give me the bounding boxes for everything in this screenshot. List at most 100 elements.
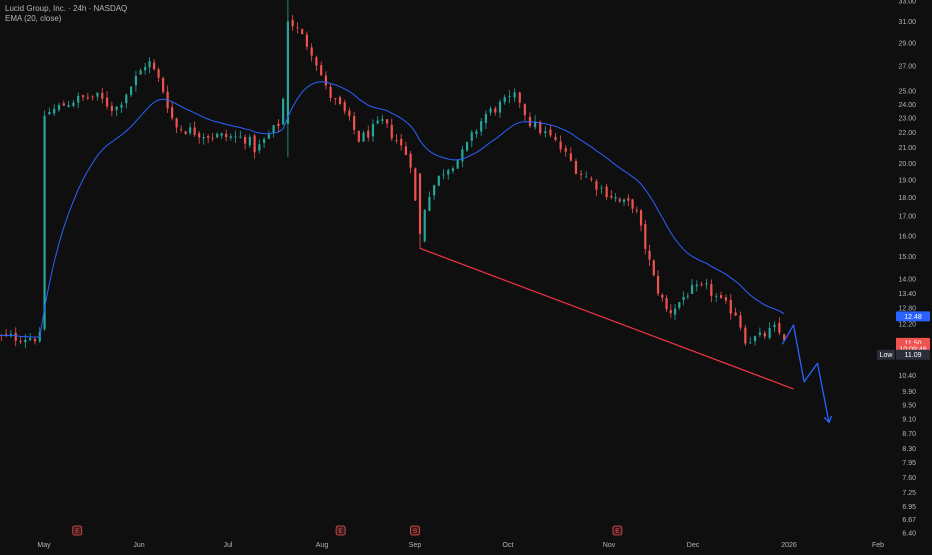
candle-body [157, 69, 160, 78]
candle-body [590, 178, 593, 180]
event-marker-letter: S [413, 528, 418, 535]
candle-body [418, 173, 422, 234]
candle-body [338, 97, 342, 104]
candle-body [715, 295, 718, 297]
price-tick-label: 7.60 [902, 475, 916, 482]
candle [390, 118, 393, 142]
candle-body [523, 104, 526, 116]
candle [277, 119, 280, 133]
candle-body [267, 134, 270, 139]
candle-body [451, 168, 455, 172]
ema-price-label: 12.48 [896, 311, 930, 322]
candle-body [19, 340, 22, 342]
candle [282, 97, 285, 126]
candle [451, 166, 455, 174]
candle [207, 134, 210, 144]
candle-body [390, 124, 393, 139]
candle [605, 183, 608, 200]
candle-body [193, 127, 196, 135]
candle-body [381, 119, 384, 122]
candle-body [513, 92, 516, 98]
price-tick-label: 24.00 [898, 102, 916, 109]
candle [381, 114, 384, 125]
candle [286, 0, 289, 158]
candle-body [148, 61, 151, 68]
candle-body [248, 137, 251, 146]
candle [357, 130, 360, 143]
candle-body [652, 260, 655, 276]
candle-body [682, 297, 685, 301]
price-tick-label: 16.00 [898, 233, 916, 240]
candle [115, 106, 118, 117]
candle-body [277, 123, 280, 126]
candle [338, 95, 342, 106]
candle-body [461, 149, 464, 162]
candle-body [24, 339, 27, 343]
candle [43, 110, 46, 332]
candle-body [724, 297, 728, 301]
candle-body [400, 138, 403, 146]
ema-line [0, 81, 785, 338]
candle [682, 291, 685, 306]
candle-body [518, 92, 521, 103]
candle [376, 116, 379, 125]
candle [442, 169, 445, 180]
candle-body [442, 174, 445, 176]
candle-body [357, 130, 360, 142]
event-marker-letter: E [615, 528, 620, 535]
price-tick-label: 15.00 [898, 254, 916, 261]
price-tick-label: 27.00 [898, 64, 916, 71]
candle [635, 206, 638, 214]
time-tick-label: May [37, 542, 51, 549]
candle-body [758, 332, 762, 336]
candle [19, 336, 22, 345]
candle [508, 90, 511, 104]
candle [503, 94, 506, 105]
candle-body [282, 98, 285, 125]
candle [470, 130, 473, 148]
event-marker: S [410, 525, 420, 536]
candle-body [695, 284, 698, 287]
candle-body [243, 137, 247, 144]
candle [105, 91, 109, 110]
candle [719, 291, 723, 299]
candle-body [110, 106, 113, 111]
candle [734, 307, 737, 317]
low-tag-text: Low [880, 352, 894, 359]
candle-body [544, 131, 547, 134]
candle [144, 62, 147, 75]
candle [324, 71, 327, 90]
candle [385, 119, 389, 128]
candle-body [162, 78, 165, 92]
candle-body [622, 199, 626, 203]
candle [248, 134, 251, 148]
candle-body [480, 121, 483, 132]
candle [678, 301, 681, 310]
candle-body [129, 86, 133, 96]
ema-price-label-bg [896, 311, 930, 322]
candle [778, 317, 781, 336]
candle [513, 88, 516, 103]
candle-body [189, 127, 192, 134]
candle-body [569, 153, 572, 161]
chart-legend: Lucid Group, Inc. · 24h · NASDAQ EMA (20… [5, 4, 127, 24]
candle [202, 133, 205, 145]
candle [569, 147, 572, 162]
candle-body [778, 323, 781, 333]
candle-body [310, 47, 313, 56]
candle [243, 134, 247, 150]
time-tick-label: Feb [872, 542, 884, 549]
event-marker-letter: E [75, 528, 80, 535]
candle-body [234, 136, 237, 138]
candle [669, 304, 672, 318]
candle-body [272, 125, 275, 134]
candle [627, 194, 630, 207]
candle [614, 193, 617, 202]
time-tick-label: Jun [133, 542, 144, 549]
candle-body [5, 334, 8, 335]
candle-body [719, 295, 723, 298]
candle-body [184, 131, 187, 134]
candle [334, 97, 337, 105]
